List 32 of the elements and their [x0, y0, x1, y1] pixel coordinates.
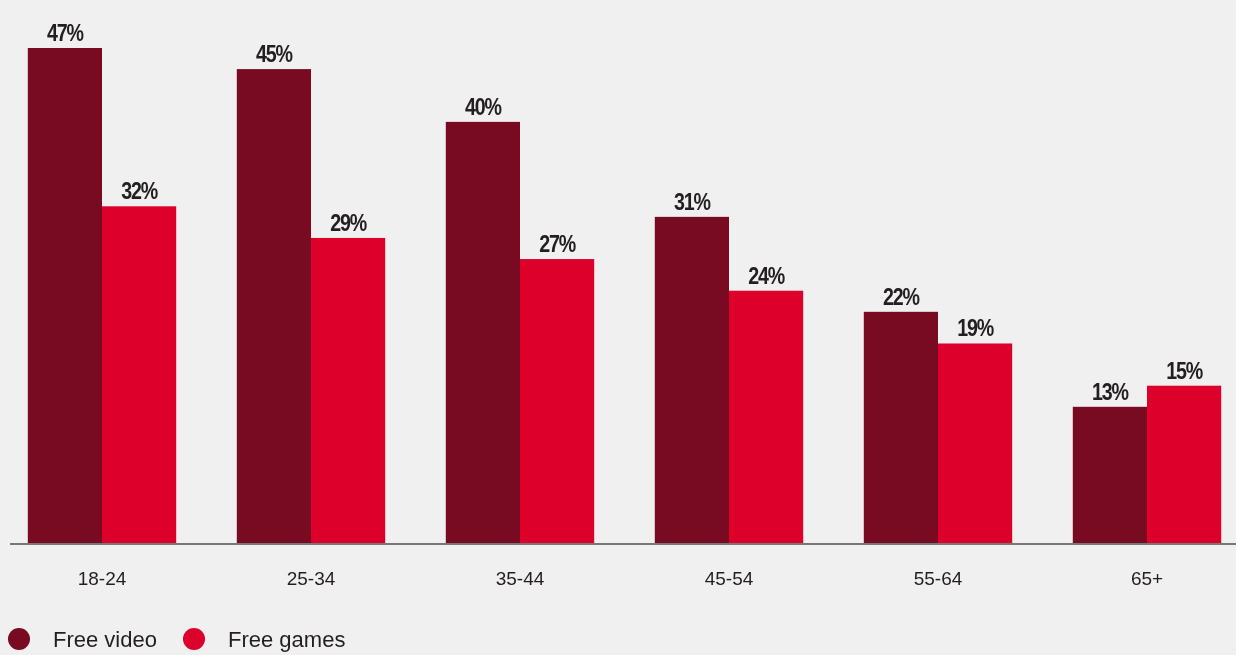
bar: [863, 311, 938, 544]
x-tick-label: 55-64: [913, 568, 963, 589]
bar: [729, 290, 804, 544]
bar: [1072, 406, 1147, 544]
bar: [236, 69, 311, 544]
x-tick-label: 25-34: [286, 568, 336, 589]
bar: [1147, 385, 1222, 544]
legend-label: Free games: [228, 627, 346, 652]
data-label: 32%: [121, 177, 158, 205]
x-tick-label: 18-24: [77, 568, 127, 589]
data-label: 19%: [957, 314, 994, 342]
data-label: 27%: [539, 230, 576, 258]
data-label: 22%: [883, 282, 920, 311]
bar: [654, 216, 729, 544]
data-label: 45%: [256, 40, 293, 68]
bar: [938, 343, 1013, 544]
legend-label: Free video: [53, 627, 157, 652]
data-label: 15%: [1166, 356, 1203, 385]
data-label: 24%: [748, 261, 785, 290]
x-tick-label: 45-54: [704, 568, 754, 589]
data-label: 31%: [674, 187, 711, 216]
bar: [311, 237, 386, 544]
x-tick-label: 35-44: [495, 568, 545, 589]
bar: [102, 206, 177, 544]
data-label: 29%: [330, 209, 367, 237]
bar: [445, 121, 520, 544]
data-label: 47%: [47, 19, 84, 47]
bar: [27, 48, 102, 544]
bar: [520, 259, 595, 544]
x-tick-label: 65+: [1130, 568, 1164, 589]
data-label: 40%: [465, 93, 502, 121]
data-label: 13%: [1092, 377, 1129, 406]
